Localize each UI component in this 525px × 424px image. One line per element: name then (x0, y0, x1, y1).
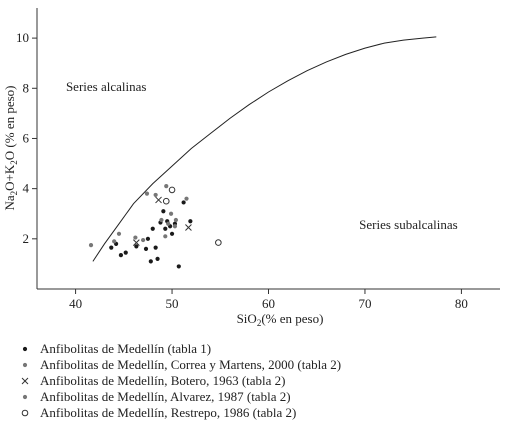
legend-marker (18, 357, 32, 373)
data-point-series-1 (184, 196, 189, 201)
data-point-series-0 (188, 219, 193, 224)
y-axis-label: Na2O+K2O (% en peso) (2, 85, 19, 210)
data-point-series-0 (109, 245, 114, 250)
data-point-series-1 (159, 217, 164, 223)
legend-item: Anfibolitas de Medellín (tabla 1) (18, 341, 341, 357)
data-point-series-0 (161, 209, 166, 214)
data-point-series-0 (145, 236, 151, 241)
data-point-series-1 (88, 242, 94, 248)
data-point-series-0 (150, 226, 155, 231)
data-point-series-1 (166, 221, 171, 226)
alkaline-subalkaline-boundary (92, 36, 437, 262)
data-point-series-2 (155, 196, 162, 204)
boundary-curve-layer (92, 36, 437, 262)
legend-label: Anfibolitas de Medellín (tabla 1) (40, 341, 212, 356)
data-point-series-0 (176, 264, 181, 269)
legend-marker (18, 405, 32, 421)
data-point-series-2 (132, 239, 140, 246)
legend-item: Anfibolitas de Medellín, Restrepo, 1986 … (18, 405, 341, 421)
legend-item: Anfibolitas de Medellín, Alvarez, 1987 (… (18, 389, 341, 405)
x-tick-label: 60 (262, 296, 275, 311)
legend-item: Anfibolitas de Medellín, Botero, 1963 (t… (18, 373, 341, 389)
legend-marker-shape (21, 409, 29, 417)
data-point-series-1 (164, 184, 169, 189)
legend-marker (18, 341, 32, 357)
data-point-series-3 (141, 237, 146, 243)
data-point-series-0 (134, 244, 139, 249)
data-point-series-2 (185, 224, 192, 231)
x-axis-label: SiO2(% en peso) (237, 311, 324, 328)
legend: Anfibolitas de Medellín (tabla 1) Anfibol… (18, 341, 341, 421)
legend-marker-shape (22, 394, 28, 400)
data-point-series-0 (169, 231, 175, 236)
legend-marker-shape (22, 346, 28, 352)
data-point-series-3 (173, 217, 178, 223)
annotation-1: Series subalcalinas (359, 217, 458, 232)
data-point-series-1 (172, 224, 178, 229)
data-point-series-0 (118, 253, 124, 258)
legend-label: Anfibolitas de Medellín, Correa y Marten… (40, 357, 342, 372)
x-tick-label: 80 (455, 296, 468, 311)
y-tick-label: 4 (23, 181, 30, 196)
y-tick-label: 8 (23, 80, 30, 95)
y-tick-label: 6 (23, 130, 30, 145)
points-layer (88, 184, 222, 269)
legend-label: Anfibolitas de Medellín, Alvarez, 1987 (… (40, 389, 291, 404)
legend-marker (18, 389, 32, 405)
data-point-series-4 (168, 186, 176, 194)
data-point-series-0 (123, 250, 128, 255)
y-tick-label: 10 (16, 30, 29, 45)
data-point-series-0 (148, 259, 153, 264)
data-point-series-0 (155, 256, 160, 261)
legend-marker-shape (22, 362, 28, 368)
legend-label: Anfibolitas de Medellín, Restrepo, 1986 … (40, 405, 297, 420)
annotation-0: Series alcalinas (66, 79, 147, 94)
y-tick-label: 2 (23, 231, 30, 246)
data-point-series-3 (163, 234, 168, 239)
data-point-series-4 (162, 197, 170, 205)
data-point-series-1 (144, 191, 150, 196)
x-tick-label: 50 (166, 296, 179, 311)
data-point-series-1 (153, 192, 158, 198)
data-point-series-0 (143, 246, 149, 251)
annotation-layer: Series alcalinas Series subalcalinas (66, 79, 458, 232)
legend-marker-shape (21, 377, 29, 385)
legend-label: Anfibolitas de Medellín, Botero, 1963 (t… (40, 373, 286, 388)
data-point-series-1 (116, 231, 122, 236)
data-point-series-0 (153, 245, 158, 250)
data-point-series-1 (168, 211, 174, 216)
axes: 40 50 60 70 80 2 4 6 8 10 (16, 8, 500, 311)
x-tick-label: 40 (69, 296, 82, 311)
legend-item: Anfibolitas de Medellín, Correa y Marten… (18, 357, 341, 373)
data-point-series-1 (133, 235, 138, 240)
data-point-series-1 (112, 239, 117, 244)
legend-marker (18, 373, 32, 389)
data-point-series-0 (181, 200, 186, 205)
x-tick-label: 70 (358, 296, 371, 311)
data-point-series-4 (215, 239, 222, 246)
data-point-series-0 (163, 226, 168, 231)
